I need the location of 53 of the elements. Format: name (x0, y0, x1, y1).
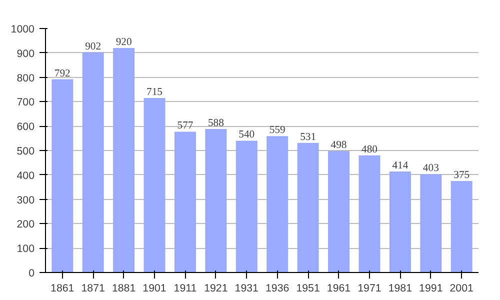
data-label: 715 (146, 87, 163, 98)
bar (144, 98, 166, 272)
y-tick-label: 500 (16, 146, 35, 158)
x-tick-label: 1991 (419, 282, 443, 294)
data-label: 498 (330, 140, 347, 151)
data-label: 375 (454, 170, 470, 181)
data-label: 414 (392, 160, 409, 172)
x-tick-label: 1931 (234, 282, 259, 294)
x-tick-label: 1911 (174, 282, 197, 294)
data-label: 902 (85, 41, 102, 52)
x-tick-label: 1881 (112, 282, 136, 294)
bar (328, 150, 350, 272)
data-label: 531 (300, 132, 316, 143)
y-tick-label: 900 (16, 48, 35, 60)
bar (113, 48, 135, 272)
y-tick-label: 300 (16, 194, 35, 206)
y-tick-label: 800 (16, 72, 35, 84)
bar (297, 142, 319, 272)
bar (82, 52, 104, 272)
data-label: 403 (422, 163, 439, 174)
data-label: 577 (177, 120, 194, 132)
bar (420, 174, 442, 272)
data-label: 792 (54, 68, 70, 80)
data-label: 540 (238, 130, 255, 141)
data-label: 588 (208, 118, 224, 130)
x-tick-label: 2001 (450, 282, 474, 294)
x-tick-label: 1921 (204, 282, 228, 294)
data-label: 920 (116, 37, 132, 48)
x-tick-label: 1861 (50, 282, 74, 294)
bar (389, 171, 411, 272)
x-tick-label: 1961 (326, 282, 351, 294)
y-tick-label: 600 (16, 121, 35, 134)
y-tick-label: 100 (16, 243, 35, 256)
bar (174, 132, 196, 272)
bar (450, 181, 472, 272)
bar (205, 129, 227, 272)
y-tick-label: 400 (16, 170, 35, 182)
bar (52, 79, 74, 272)
y-tick-label: 700 (16, 96, 35, 109)
y-tick-label: 1000 (10, 24, 35, 36)
x-tick-label: 1871 (81, 282, 106, 294)
data-label: 480 (361, 144, 378, 156)
x-tick-label: 1981 (388, 282, 412, 294)
bar (236, 140, 258, 272)
y-tick-label: 200 (16, 218, 35, 231)
bar (358, 155, 380, 272)
x-tick-label: 1951 (296, 282, 320, 294)
x-tick-label: 1971 (358, 282, 382, 294)
bar (266, 136, 288, 272)
y-tick-label: 0 (28, 268, 35, 280)
data-label: 559 (269, 125, 286, 136)
x-tick-label: 1936 (266, 282, 290, 294)
x-tick-label: 1901 (142, 282, 166, 294)
